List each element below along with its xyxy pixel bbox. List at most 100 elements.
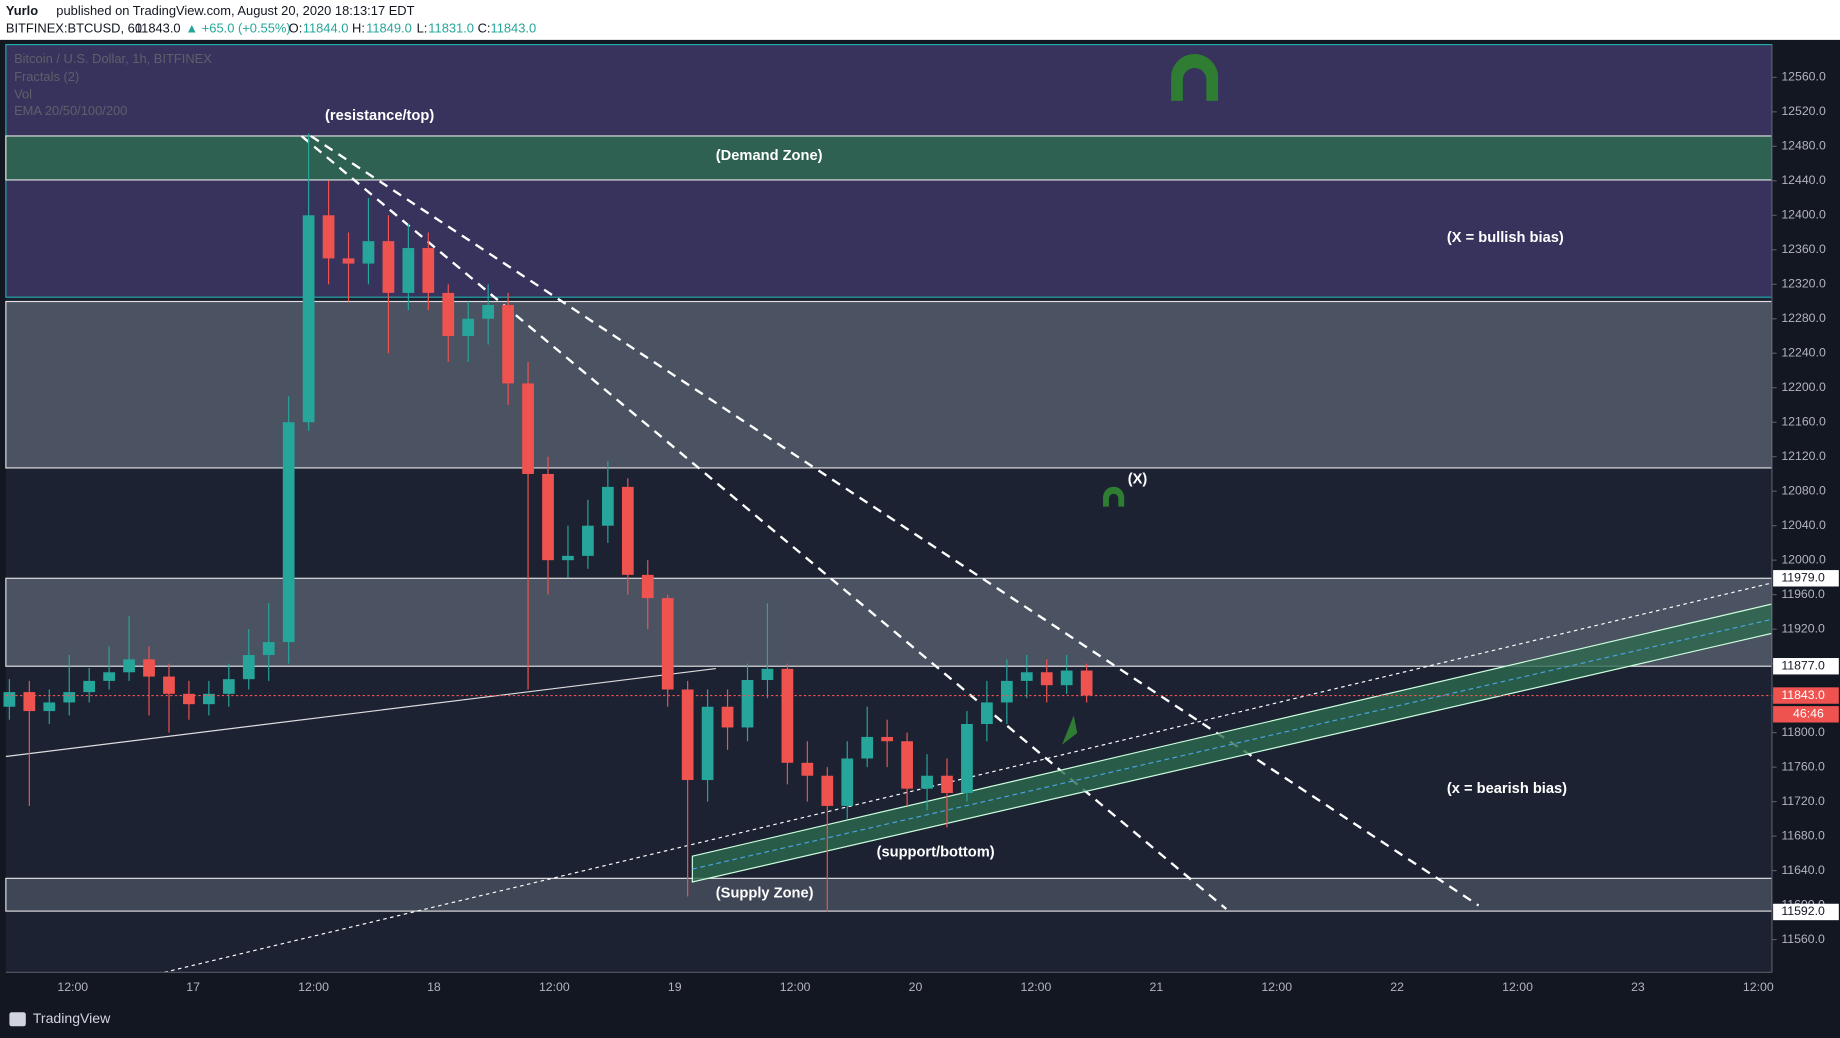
candles (3, 133, 1772, 912)
countdown-bg (1773, 706, 1839, 723)
candle-body (3, 692, 16, 707)
magnet-icon (1171, 53, 1219, 101)
price-label-bg (1773, 570, 1839, 587)
candle-body (482, 304, 495, 319)
candle-body (123, 659, 135, 673)
price-label-bg (1773, 658, 1839, 675)
o-label: O: (289, 21, 303, 36)
x-tick-label: 19 (668, 980, 682, 994)
candle-body (382, 241, 395, 293)
price-label: 11877.0 (1781, 658, 1825, 672)
x-tick-label: 17 (186, 980, 200, 994)
byline: published on TradingView.com, August 20,… (56, 3, 414, 18)
y-tick-label: 11920.0 (1781, 621, 1825, 635)
drawings (5, 53, 1773, 973)
zone (5, 135, 1773, 181)
y-tick-label: 11960.0 (1781, 587, 1825, 601)
candle-body (242, 655, 255, 680)
price-axis (1771, 44, 1840, 1003)
price-label: 11979.0 (1781, 571, 1825, 585)
annotation: (X = bullish bias) (1447, 230, 1564, 246)
y-tick-label: 12560.0 (1781, 70, 1826, 84)
y-tick-label: 12400.0 (1781, 208, 1826, 222)
candle-body (641, 574, 654, 599)
zone (5, 877, 1773, 912)
x-tick-label: 12:00 (1502, 980, 1533, 994)
x-tick-label: 12:00 (1261, 980, 1292, 994)
footer-brand: TradingView (33, 1010, 111, 1026)
zone (5, 577, 1773, 667)
candle-body (841, 758, 854, 806)
candle-body (681, 689, 694, 781)
candle-body (542, 473, 554, 561)
x-tick-label: 12:00 (1021, 980, 1052, 994)
candle-body (801, 762, 814, 776)
logo (9, 1012, 26, 1027)
candle-body (761, 668, 774, 681)
x-tick-label: 22 (1390, 980, 1404, 994)
h-value: 11849.0 (366, 21, 412, 36)
candle-body (522, 383, 534, 474)
candle-body (661, 598, 674, 690)
x-tick-label: 20 (909, 980, 923, 994)
y-tick-label: 12200.0 (1781, 380, 1826, 394)
header-bar (0, 0, 1840, 40)
y-tick-label: 12480.0 (1781, 139, 1826, 153)
x-tick-label: 12:00 (298, 980, 329, 994)
candle-body (342, 258, 355, 264)
candle-body (582, 525, 594, 556)
x-tick-label: 21 (1149, 980, 1163, 994)
l-label: L: (417, 21, 428, 36)
y-tick-label: 11760.0 (1781, 759, 1825, 773)
y-tick-label: 12240.0 (1781, 345, 1826, 359)
channel-mid (692, 618, 1773, 870)
candle-body (1060, 670, 1073, 686)
y-tick-label: 11720.0 (1781, 794, 1825, 808)
candle-body (322, 215, 335, 259)
trend-line (5, 667, 716, 758)
last-price: 11843.0 (135, 21, 181, 36)
candle-body (861, 736, 874, 759)
trend-line (310, 135, 1480, 907)
candle-body (23, 692, 36, 712)
candle-body (701, 706, 714, 781)
candle-body (222, 679, 235, 694)
candle-body (183, 693, 195, 705)
legend-item: Vol (14, 86, 32, 101)
zone (5, 300, 1773, 469)
candle-body (1040, 672, 1053, 686)
x-tick-label: 12:00 (57, 980, 88, 994)
y-tick-label: 11680.0 (1781, 828, 1825, 842)
candle-body (462, 318, 475, 336)
candle-body (422, 248, 435, 293)
candle-body (961, 723, 973, 793)
candle-body (302, 215, 315, 423)
candle-body (601, 486, 614, 526)
y-tick-label: 12120.0 (1781, 449, 1826, 463)
price-label-bg (1773, 903, 1839, 921)
annotation: (X) (1128, 472, 1148, 488)
y-tick-label: 11640.0 (1781, 863, 1825, 877)
candle-body (262, 642, 275, 656)
candle-body (1020, 672, 1033, 681)
annotation: (resistance/top) (325, 108, 434, 124)
x-tick-label: 23 (1631, 980, 1645, 994)
candle-body (83, 680, 96, 693)
candle-body (562, 555, 574, 561)
candle-body (721, 706, 734, 728)
x-tick-label: 12:00 (1743, 980, 1774, 994)
candle-body (43, 702, 56, 712)
change: ▲ +65.0 (+0.55%) (185, 21, 290, 36)
y-tick-label: 12360.0 (1781, 242, 1826, 256)
candle-body (941, 775, 953, 793)
candle-body (143, 659, 155, 677)
candle-body (282, 422, 295, 643)
legend-item: Fractals (2) (14, 69, 79, 84)
candle-body (63, 692, 76, 703)
candle-body (362, 241, 375, 264)
y-tick-label: 12160.0 (1781, 414, 1826, 428)
price-label: 11843.0 (1781, 688, 1825, 702)
y-tick-label: 12440.0 (1781, 173, 1826, 187)
candle-body (741, 680, 754, 728)
